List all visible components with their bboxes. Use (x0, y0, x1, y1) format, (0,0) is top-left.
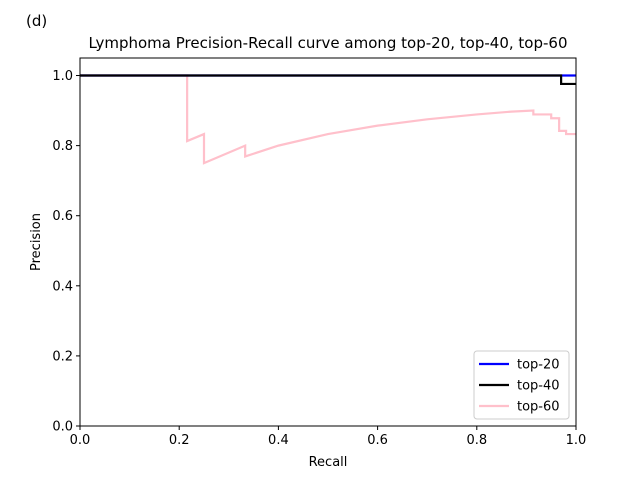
y-tick-label: 0.0 (52, 420, 73, 435)
y-tick-label: 0.8 (52, 139, 73, 154)
series-layer (80, 74, 576, 165)
y-tick-label: 1.0 (52, 69, 73, 84)
legend-label-top-60: top-60 (517, 400, 560, 415)
chart-title: Lymphoma Precision-Recall curve among to… (89, 34, 568, 52)
x-tick-label: 1.0 (566, 433, 587, 448)
x-axis-label: Recall (309, 455, 348, 470)
series-line-top-60 (80, 74, 576, 165)
ticks-layer: 0.0 0.2 0.4 0.6 0.8 1.0 0.0 0.2 0.4 0.6 0.8 1.0 (52, 69, 586, 448)
x-tick-label: 0.0 (70, 433, 91, 448)
series-line-top-40 (80, 74, 576, 86)
x-tick-label: 0.8 (466, 433, 487, 448)
legend: top-20 top-40 top-60 (473, 350, 570, 420)
y-tick-label: 0.4 (52, 279, 73, 294)
legend-label-top-40: top-40 (517, 379, 560, 394)
y-axis-label: Precision (29, 213, 44, 271)
legend-label-top-20: top-20 (517, 358, 560, 373)
panel-label: (d) (26, 12, 47, 30)
x-tick-label: 0.2 (169, 433, 190, 448)
legend-box (473, 350, 570, 420)
plot-frame (79, 57, 577, 427)
x-tick-label: 0.6 (367, 433, 388, 448)
y-tick-label: 0.6 (52, 209, 73, 224)
x-tick-label: 0.4 (268, 433, 289, 448)
y-tick-label: 0.2 (52, 349, 73, 364)
